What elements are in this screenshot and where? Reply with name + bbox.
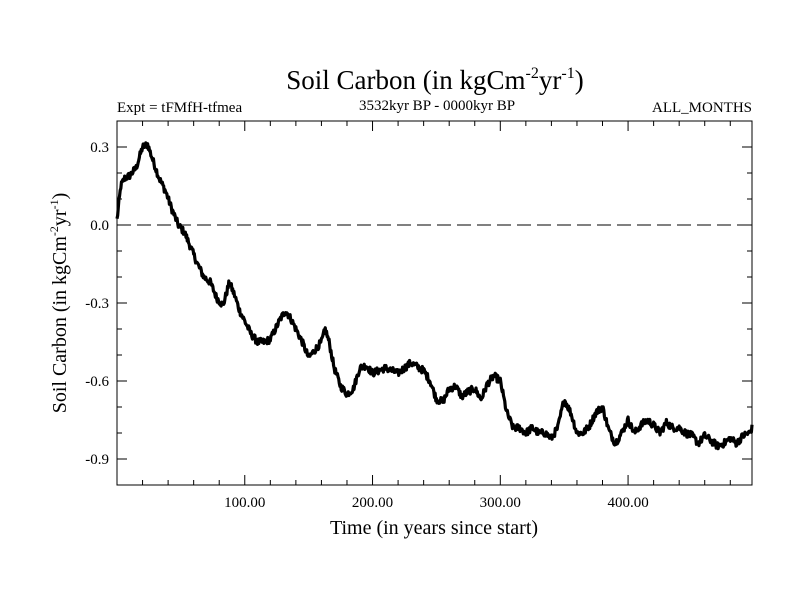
experiment-label: Expt = tFMfH-tfmea: [117, 100, 242, 116]
y-axis-ticks: 0.3 0.0 -0.3 -0.6 -0.9: [85, 120, 752, 486]
y-axis-label: Soil Carbon (in kgCm-2yr-1): [47, 193, 71, 414]
time-range-label: 3532kyr BP - 0000kyr BP: [359, 98, 515, 114]
y-tick-label: -0.6: [85, 374, 109, 390]
x-axis-label: Time (in years since start): [330, 517, 538, 539]
y-tick-label: -0.3: [85, 296, 109, 312]
x-tick-label: 300.00: [480, 495, 521, 511]
y-tick-label: -0.9: [85, 452, 109, 468]
y-tick-label: 0.0: [90, 218, 109, 234]
soil-carbon-series-line: [115, 141, 754, 451]
y-tick-label: 0.3: [90, 140, 109, 156]
x-tick-label: 400.00: [607, 495, 648, 511]
chart-title: Soil Carbon (in kgCm-2yr-1): [286, 65, 583, 95]
x-axis-ticks: 100.00 200.00 300.00 400.00: [142, 121, 731, 511]
months-label: ALL_MONTHS: [652, 100, 752, 116]
x-tick-label: 200.00: [352, 495, 393, 511]
x-tick-label: 100.00: [224, 495, 265, 511]
